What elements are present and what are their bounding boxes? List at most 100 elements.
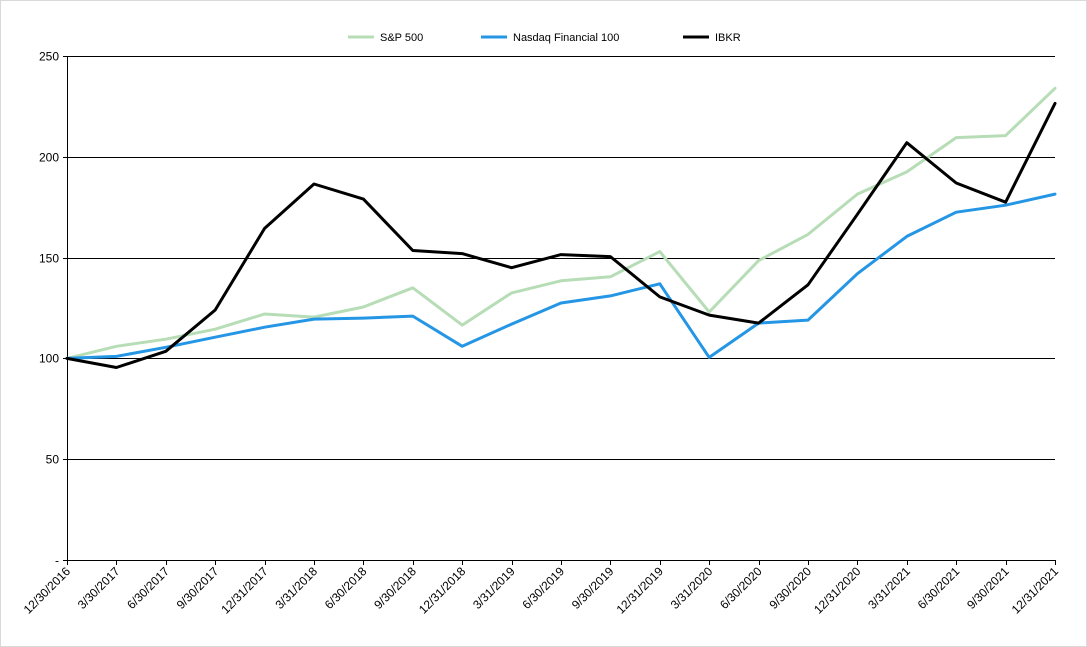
x-tick-label: 12/30/2016 — [21, 564, 74, 617]
data-point-ibkr — [115, 366, 118, 369]
data-point-nasdaq-financial-100 — [708, 356, 711, 359]
data-point-ibkr — [905, 141, 908, 144]
data-point-s-p-500 — [214, 328, 217, 331]
data-point-s-p-500 — [609, 275, 612, 278]
y-tick-label-50: 50 — [46, 453, 60, 467]
data-point-nasdaq-financial-100 — [313, 318, 316, 321]
x-tick-label: 9/30/2017 — [174, 564, 222, 612]
gridlines — [67, 56, 1055, 460]
data-point-s-p-500 — [905, 170, 908, 173]
x-tick-label: 9/30/2020 — [766, 564, 814, 612]
x-tick-label: 9/30/2018 — [371, 564, 419, 612]
data-point-nasdaq-financial-100 — [807, 319, 810, 322]
data-point-nasdaq-financial-100 — [263, 326, 266, 329]
y-tick-label-250: 250 — [39, 50, 59, 64]
y-tick-label-200: 200 — [39, 151, 59, 165]
y-tick-label-150: 150 — [39, 252, 59, 266]
data-point-s-p-500 — [658, 250, 661, 253]
data-point-nasdaq-financial-100 — [461, 345, 464, 348]
data-point-ibkr — [955, 182, 958, 185]
data-point-s-p-500 — [1054, 87, 1057, 90]
data-point-nasdaq-financial-100 — [411, 315, 414, 318]
legend: S&P 500 Nasdaq Financial 100 IBKR — [348, 32, 741, 44]
data-point-s-p-500 — [362, 306, 365, 309]
data-point-ibkr — [66, 357, 69, 360]
data-point-ibkr — [757, 322, 760, 325]
data-point-s-p-500 — [510, 291, 513, 294]
data-point-ibkr — [510, 266, 513, 269]
data-point-s-p-500 — [757, 259, 760, 262]
data-point-nasdaq-financial-100 — [164, 346, 167, 349]
data-point-ibkr — [856, 213, 859, 216]
x-tick-label: 6/30/2021 — [915, 564, 963, 612]
x-tick-label: 3/31/2020 — [668, 564, 716, 612]
series-line-nasdaq-financial-100 — [65, 192, 1057, 360]
data-point-nasdaq-financial-100 — [510, 323, 513, 326]
x-tick-label: 12/31/2020 — [811, 564, 864, 617]
data-point-ibkr — [411, 249, 414, 252]
x-tick-label: 12/31/2019 — [614, 564, 667, 617]
data-point-ibkr — [164, 350, 167, 353]
x-tick-label: 6/30/2017 — [124, 564, 172, 612]
series-line-s-p-500 — [65, 86, 1057, 360]
x-tick-label: 3/30/2017 — [75, 564, 123, 612]
y-tick-label-100: 100 — [39, 352, 59, 366]
data-point-nasdaq-financial-100 — [856, 272, 859, 275]
series-lines — [65, 86, 1057, 369]
data-point-s-p-500 — [708, 311, 711, 314]
legend-label-nasdaq-financial-100: Nasdaq Financial 100 — [513, 32, 619, 44]
x-tick-label: 3/31/2018 — [272, 564, 320, 612]
x-tick-label: 6/30/2018 — [322, 564, 370, 612]
data-point-s-p-500 — [164, 338, 167, 341]
data-point-nasdaq-financial-100 — [658, 282, 661, 285]
y-tick-label-0: - — [55, 554, 59, 568]
x-tick-label: 9/30/2019 — [569, 564, 617, 612]
legend-label-s-p-500: S&P 500 — [380, 32, 423, 44]
data-point-ibkr — [807, 283, 810, 286]
x-tick-label: 3/31/2021 — [865, 564, 913, 612]
legend-label-ibkr: IBKR — [715, 32, 741, 44]
x-tick-label: 6/30/2020 — [717, 564, 765, 612]
data-point-ibkr — [263, 227, 266, 230]
series-line-ibkr — [65, 101, 1057, 369]
data-point-s-p-500 — [411, 286, 414, 289]
x-tick-label: 12/31/2021 — [1009, 564, 1062, 617]
x-tick-label: 9/30/2021 — [964, 564, 1012, 612]
data-point-s-p-500 — [115, 345, 118, 348]
data-point-ibkr — [214, 309, 217, 312]
x-tick-label: 3/31/2019 — [470, 564, 518, 612]
x-tick-label: 12/31/2017 — [218, 564, 271, 617]
data-point-nasdaq-financial-100 — [560, 302, 563, 305]
data-point-ibkr — [560, 253, 563, 256]
data-point-ibkr — [1004, 201, 1007, 204]
data-point-s-p-500 — [560, 279, 563, 282]
data-point-nasdaq-financial-100 — [609, 294, 612, 297]
x-tick-label: 12/31/2018 — [416, 564, 469, 617]
data-point-nasdaq-financial-100 — [1004, 204, 1007, 207]
data-point-nasdaq-financial-100 — [214, 336, 217, 339]
data-point-s-p-500 — [1004, 134, 1007, 137]
y-tick-labels: - 50 100 150 200 250 — [39, 50, 59, 568]
data-point-ibkr — [708, 314, 711, 317]
data-point-s-p-500 — [955, 136, 958, 139]
data-point-ibkr — [313, 183, 316, 186]
data-point-s-p-500 — [461, 324, 464, 327]
x-tick-label: 6/30/2019 — [519, 564, 567, 612]
data-point-s-p-500 — [807, 233, 810, 236]
data-point-nasdaq-financial-100 — [905, 235, 908, 238]
x-tick-labels: 12/30/2016 3/30/2017 6/30/2017 9/30/201712/… — [21, 564, 1062, 617]
data-point-ibkr — [362, 198, 365, 201]
data-point-ibkr — [658, 295, 661, 298]
data-point-nasdaq-financial-100 — [1054, 193, 1057, 196]
axes — [63, 56, 1056, 565]
data-point-ibkr — [1054, 102, 1057, 105]
data-point-s-p-500 — [263, 313, 266, 316]
data-point-ibkr — [461, 252, 464, 255]
data-point-ibkr — [609, 255, 612, 258]
data-point-nasdaq-financial-100 — [955, 211, 958, 214]
data-point-s-p-500 — [856, 193, 859, 196]
data-point-nasdaq-financial-100 — [362, 317, 365, 320]
data-point-nasdaq-financial-100 — [115, 355, 118, 358]
